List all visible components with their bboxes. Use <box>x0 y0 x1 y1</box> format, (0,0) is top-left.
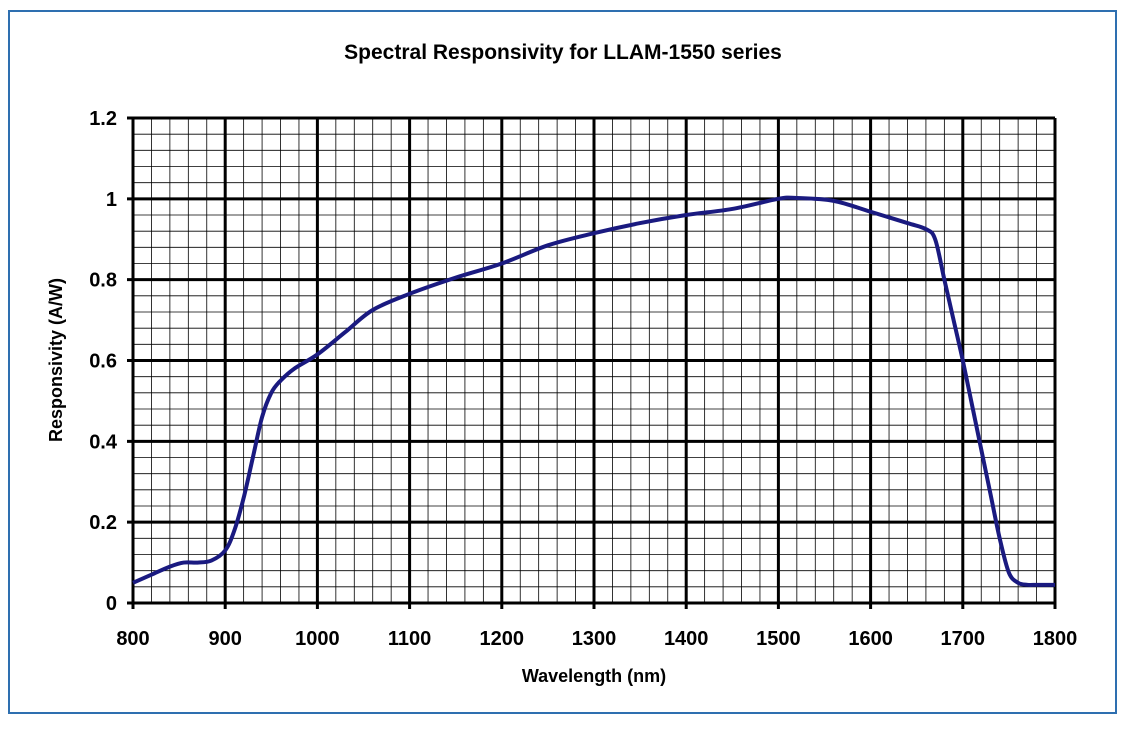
x-tick-label: 1000 <box>295 628 340 650</box>
x-tick-label: 800 <box>116 628 149 650</box>
y-tick-label: 1.2 <box>89 108 117 130</box>
major-grid <box>127 116 1057 609</box>
x-axis-ticks: 800 900 1000 1100 1200 1300 1400 1500 1600 1700 18… <box>116 628 1077 650</box>
y-tick-label: 0.2 <box>89 512 117 534</box>
x-tick-label: 1400 <box>664 628 709 650</box>
x-tick-label: 1800 <box>1033 628 1078 650</box>
series-layer <box>132 195 1055 587</box>
x-axis-label: Wavelength (nm) <box>522 666 666 686</box>
chart-title: Spectral Responsivity for LLAM-1550 seri… <box>344 41 782 64</box>
x-tick-label: 1600 <box>848 628 893 650</box>
x-tick-label: 900 <box>209 628 242 650</box>
x-tick-label: 1200 <box>480 628 525 650</box>
x-tick-label: 1100 <box>388 628 431 650</box>
x-tick-label: 1500 <box>756 628 801 650</box>
y-tick-label: 0.4 <box>89 431 118 453</box>
y-axis-ticks: 0 0.2 0.4 0.6 0.8 1 1.2 <box>89 108 118 615</box>
y-axis-label: Responsivity (A/W) <box>46 278 66 442</box>
y-tick-label: 0.6 <box>89 351 117 373</box>
axes <box>131 118 1055 605</box>
y-tick-label: 0 <box>106 593 117 615</box>
y-tick-label: 1 <box>106 189 117 211</box>
y-tick-label: 0.8 <box>89 270 117 292</box>
responsivity-curve <box>132 195 1055 587</box>
x-tick-label: 1300 <box>572 628 617 650</box>
x-tick-label: 1700 <box>941 628 986 650</box>
